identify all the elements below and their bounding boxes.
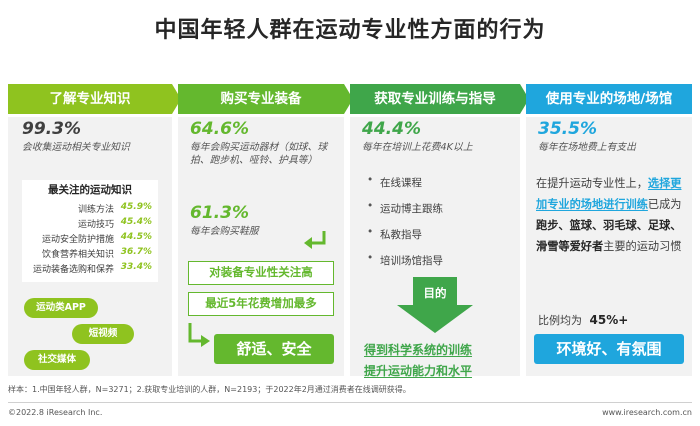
insight-box: 对装备专业性关注高 [188, 261, 334, 285]
method-item: 在线课程 [367, 174, 422, 190]
focus-value: 45.4% [120, 217, 152, 227]
goal-text: 得到科学系统的训练 [364, 343, 473, 357]
column-body: 35.5% 每年在场地费上有支出 在提升运动专业性上，选择更加专业的场地进行训练… [526, 117, 692, 376]
focus-row: 运动技巧 45.4% [22, 217, 158, 230]
focus-label: 运动技巧 [77, 220, 114, 230]
channel-pill-video: 短视频 [72, 324, 134, 344]
column-body: 44.4% 每年在培训上花费4K以上 在线课程 运动博主跟练 私教指导 培训场馆… [350, 117, 520, 378]
column-header: 了解专业知识 [8, 84, 181, 114]
stat-description: 每年会购买鞋服 [190, 226, 259, 237]
venue-paragraph: 在提升运动专业性上，选择更加专业的场地进行训练已成为跑步、篮球、羽毛球、足球、滑… [536, 173, 686, 257]
stat-percent: 44.4% [362, 119, 421, 139]
method-item: 运动博主跟练 [367, 200, 443, 216]
focus-label: 运动安全防护措施 [41, 235, 114, 245]
stat-description: 每年会购买运动器材（如球、球拍、跑步机、哑铃、护具等） [190, 142, 328, 166]
paragraph-text: 在提升运动专业性上， [536, 177, 648, 190]
focus-title: 最关注的运动知识 [48, 184, 132, 196]
paragraph-text: 已成为 [647, 198, 682, 211]
stat-description: 每年在场地费上有支出 [538, 142, 636, 153]
column-equipment: 购买专业装备 64.6% 每年会购买运动器材（如球、球拍、跑步机、哑铃、护具等）… [178, 84, 353, 376]
focus-row: 运动安全防护措施 44.5% [22, 232, 158, 245]
page-title: 中国年轻人群在运动专业性方面的行为 [154, 18, 546, 43]
stat-percent: 64.6% [190, 119, 249, 139]
focus-value: 44.5% [120, 232, 152, 242]
method-item: 培训场馆指导 [367, 252, 443, 268]
paragraph-text: 主要的运动习惯 [603, 240, 682, 253]
focus-label: 训练方法 [77, 205, 114, 215]
focus-label: 运动装备选购和保养 [32, 265, 114, 275]
focus-row: 训练方法 45.9% [22, 202, 158, 215]
focus-value: 45.9% [120, 202, 152, 212]
column-training: 获取专业训练与指导 44.4% 每年在培训上花费4K以上 在线课程 运动博主跟练… [350, 84, 529, 378]
channel-pill-social: 社交媒体 [24, 350, 90, 370]
insight-box: 最近5年花费增加最多 [188, 292, 334, 316]
method-item: 私教指导 [367, 226, 422, 242]
column-knowledge: 了解专业知识 99.3% 会收集运动相关专业知识 最关注的运动知识 训练方法 45… [8, 84, 181, 376]
stat-percent: 35.5% [538, 119, 597, 139]
stat-percent: 61.3% [190, 203, 249, 223]
column-header: 购买专业装备 [178, 84, 353, 114]
column-venue: 使用专业的场地/场馆 35.5% 每年在场地费上有支出 在提升运动专业性上，选择… [526, 84, 692, 376]
column-body: 99.3% 会收集运动相关专业知识 最关注的运动知识 训练方法 45.9% 运动技… [8, 117, 172, 376]
focus-row: 运动装备选购和保养 33.4% [22, 262, 158, 275]
column-header: 使用专业的场地/场馆 [526, 84, 692, 114]
ratio-label: 比例均为 [538, 314, 582, 327]
column-body: 64.6% 每年会购买运动器材（如球、球拍、跑步机、哑铃、护具等） 61.3% … [178, 117, 344, 376]
stat-description: 每年在培训上花费4K以上 [362, 142, 473, 153]
bold-text: 跑步、篮球、羽毛球、足球、滑雪等爱好者 [536, 219, 682, 253]
key-need-box: 环境好、有氛围 [534, 334, 684, 364]
focus-knowledge-box: 最关注的运动知识 训练方法 45.9% 运动技巧 45.4% 运动安全防护措施 44.… [22, 180, 158, 282]
ratio-text: 比例均为 45%+ [538, 312, 628, 328]
purpose-arrow-icon [397, 277, 473, 333]
arrow-down-left-icon [304, 231, 326, 249]
focus-value: 33.4% [120, 262, 152, 272]
arrow-down-right-icon [188, 323, 210, 347]
stat-percent: 99.3% [22, 119, 81, 139]
focus-label: 饮食营养相关知识 [41, 250, 114, 260]
divider [8, 402, 692, 403]
focus-row: 饮食营养相关知识 36.7% [22, 247, 158, 260]
column-header: 获取专业训练与指导 [350, 84, 529, 114]
key-need-box: 舒适、安全 [214, 334, 334, 364]
goal-text: 提升运动能力和水平 [364, 364, 473, 378]
source-url: www.iresearch.com.cn [602, 408, 692, 417]
footnote: 样本：1.中国年轻人群，N=3271；2.获取专业培训的人群，N=2193；于2… [8, 385, 411, 394]
copyright: ©2022.8 iResearch Inc. [8, 408, 103, 417]
channel-pill-app: 运动类APP [24, 298, 98, 318]
purpose-label: 目的 [423, 286, 447, 300]
stat-description: 会收集运动相关专业知识 [22, 142, 130, 153]
ratio-value: 45%+ [589, 313, 629, 327]
focus-value: 36.7% [120, 247, 152, 257]
highlight-text: 选择更加专业的场地进行训练 [536, 177, 682, 211]
